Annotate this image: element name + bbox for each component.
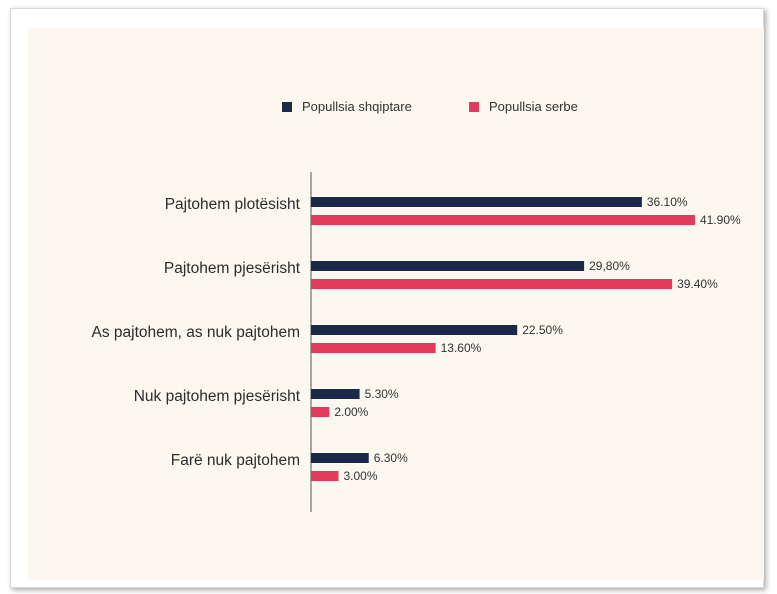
data-label: 41.90% (700, 213, 741, 227)
data-label: 2.00% (334, 405, 368, 419)
legend-swatch-1 (469, 102, 479, 112)
category-label: Farë nuk pajtohem (171, 452, 300, 469)
bar-albanian (311, 261, 585, 271)
legend-label-1: Popullsia serbe (489, 99, 578, 114)
category-label: As pajtohem, as nuk pajtohem (91, 324, 300, 341)
data-label: 39.40% (677, 277, 718, 291)
bar-albanian (311, 453, 369, 463)
bar-albanian (311, 325, 518, 335)
data-label: 3.00% (343, 469, 377, 483)
data-label: 22.50% (522, 323, 563, 337)
category-label: Pajtohem pjesërisht (164, 260, 301, 277)
bar-serbian (311, 407, 330, 417)
bar-serbian (311, 343, 436, 353)
data-label: 13.60% (441, 341, 482, 355)
bar-albanian (311, 197, 642, 207)
category-label: Nuk pajtohem pjesërisht (134, 388, 301, 405)
data-label: 29,80% (589, 259, 630, 273)
legend-swatch-0 (282, 102, 292, 112)
legend-label-0: Popullsia shqiptare (302, 99, 412, 114)
category-label: Pajtohem plotësisht (165, 196, 301, 213)
bar-albanian (311, 389, 360, 399)
chart-panel (28, 28, 764, 580)
bar-serbian (311, 279, 673, 289)
data-label: 6.30% (374, 451, 408, 465)
bar-serbian (311, 471, 339, 481)
data-label: 36.10% (647, 195, 688, 209)
data-label: 5.30% (365, 387, 399, 401)
bar-serbian (311, 215, 695, 225)
